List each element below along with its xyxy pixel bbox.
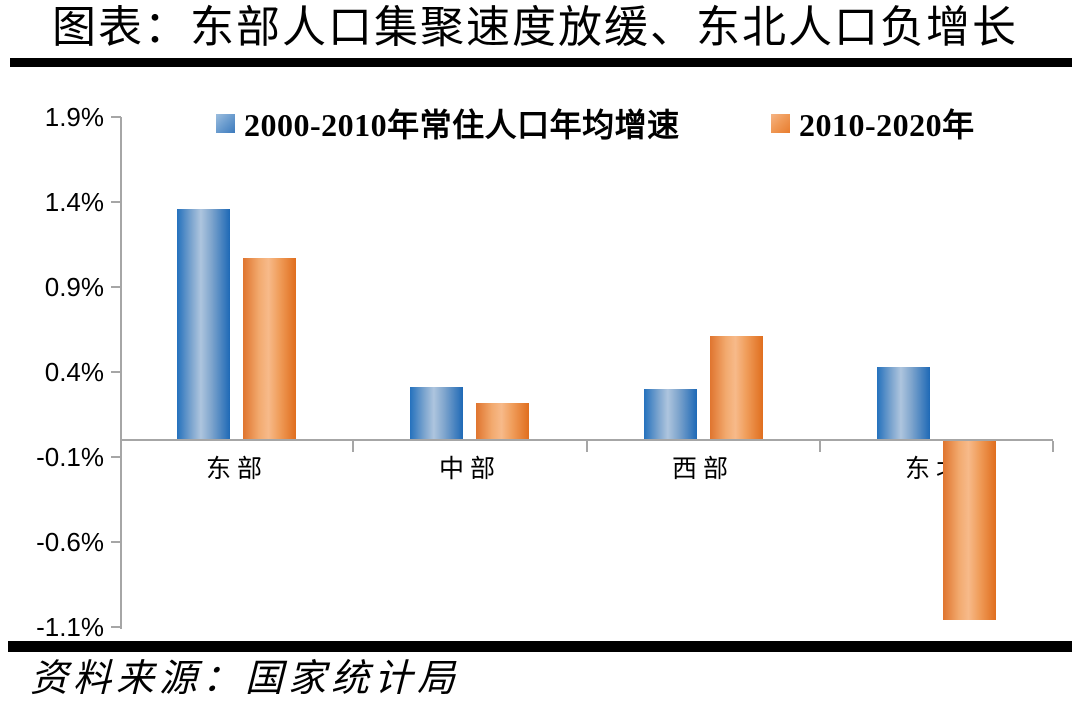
source-note: 资料来源：国家统计局	[30, 658, 461, 700]
y-axis-tick	[111, 541, 121, 543]
legend-swatch-orange-icon	[771, 113, 790, 133]
legend-label: 2000-2010年常住人口年均增速	[244, 107, 680, 143]
bar-cat2-series0	[644, 389, 697, 440]
x-axis-tick	[585, 441, 588, 452]
page-title: 图表：东部人口集聚速度放缓、东北人口负增长	[52, 3, 1018, 52]
y-axis-tick-label: -0.6%	[36, 527, 104, 557]
bar-cat3-series0	[877, 367, 930, 440]
bar-cat1-series0	[410, 387, 463, 440]
x-axis-category-label: 西部	[671, 456, 734, 483]
legend-label: 2010-2020年	[799, 107, 975, 143]
y-axis-tick	[111, 626, 121, 628]
y-axis-tick-label: 1.9%	[44, 102, 104, 132]
x-axis-tick	[352, 441, 355, 452]
title-divider	[10, 58, 1072, 67]
y-axis-tick-label: -0.1%	[36, 442, 104, 472]
bar-cat0-series0	[177, 209, 230, 440]
y-axis-tick	[111, 286, 121, 288]
y-axis-tick-label: 0.4%	[44, 357, 104, 387]
x-axis-zero-line	[120, 439, 1053, 441]
y-axis-tick	[111, 201, 121, 203]
x-axis-category-label: 东部	[205, 456, 268, 483]
x-axis-tick	[1052, 441, 1054, 452]
legend-item-2010-2020: 2010-2020年	[771, 106, 975, 143]
bar-cat2-series1	[710, 336, 763, 440]
y-axis-line	[120, 117, 122, 629]
x-axis-tick	[818, 441, 821, 452]
legend-item-2000-2010: 2000-2010年常住人口年均增速	[216, 106, 680, 143]
y-axis-tick	[111, 371, 121, 373]
y-axis-tick	[111, 456, 121, 458]
y-axis-tick-label: -1.1%	[36, 612, 104, 642]
bar-cat0-series1	[243, 258, 296, 440]
x-axis-category-label: 东北	[904, 456, 967, 483]
bar-cat3-series1	[943, 440, 996, 620]
bar-cat1-series1	[476, 403, 529, 440]
y-axis-tick-label: 1.4%	[44, 187, 104, 217]
bottom-divider	[8, 641, 1072, 652]
y-axis-tick	[111, 116, 121, 118]
y-axis-tick-label: 0.9%	[44, 272, 104, 302]
x-axis-category-label: 中部	[438, 456, 501, 483]
legend-swatch-blue-icon	[216, 113, 235, 133]
